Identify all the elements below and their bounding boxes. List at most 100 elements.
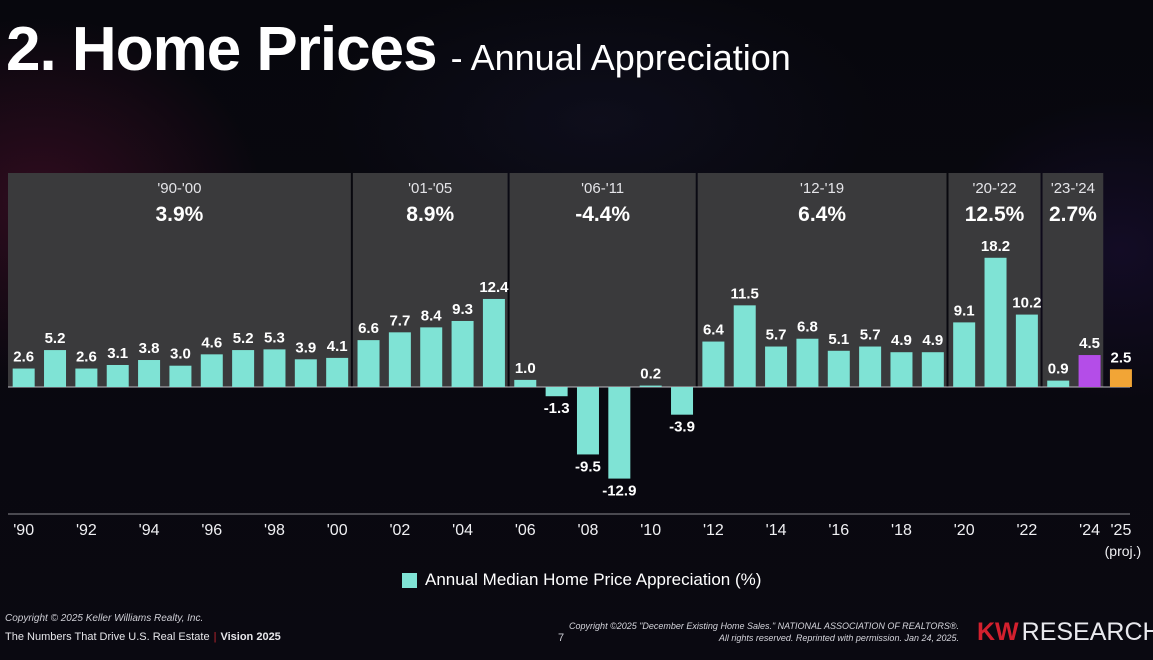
bar: [420, 327, 443, 387]
x-tick-label: '10: [640, 522, 661, 539]
bar-value-label: 3.0: [170, 346, 191, 363]
bar-value-label: 3.1: [107, 345, 128, 362]
bar: [639, 385, 662, 387]
legend-label: Annual Median Home Price Appreciation (%…: [425, 570, 762, 589]
bar-value-label: 0.9: [1048, 361, 1069, 378]
footer-vision: Vision 2025: [220, 631, 281, 643]
bar-value-label: 4.1: [327, 338, 348, 355]
bar: [326, 357, 349, 387]
bar-value-label: 11.5: [731, 285, 759, 302]
x-tick-label: '24: [1079, 522, 1100, 539]
bar-value-label: 5.2: [233, 330, 254, 347]
period-label: '20-'22: [972, 180, 1016, 197]
bar-value-label: 2.5: [1110, 349, 1131, 366]
bar-value-label: 0.2: [640, 366, 661, 383]
period-box: [1042, 173, 1104, 387]
legend-swatch: [402, 572, 417, 588]
bar-value-label: 10.2: [1012, 295, 1041, 312]
bar: [576, 387, 599, 455]
page-number: 7: [558, 632, 565, 644]
x-tick-label: '90: [13, 522, 34, 539]
period-average: 2.7%: [1049, 203, 1097, 226]
bar-value-label: 2.6: [13, 349, 34, 366]
x-tick-label: '20: [954, 522, 975, 539]
kw-research-logo: KW RESEARCH: [977, 618, 1153, 647]
bar-value-label: 5.3: [264, 329, 285, 346]
source-line-2: All rights reserved. Reprinted with perm…: [718, 633, 959, 643]
period-label: '06-'11: [581, 180, 624, 197]
bar-value-label: 6.8: [797, 319, 818, 336]
footer-tagline-text: The Numbers That Drive U.S. Real Estate: [5, 631, 210, 643]
x-tick-label: '25: [1110, 522, 1131, 539]
bar-value-label: 5.1: [828, 331, 849, 348]
bar: [1078, 355, 1101, 387]
bar: [263, 349, 286, 387]
bar-value-label: 4.6: [201, 334, 222, 351]
x-tick-label: '98: [264, 522, 285, 539]
bar: [733, 305, 756, 387]
bar: [388, 332, 411, 387]
bar: [1015, 314, 1038, 387]
slide-title: 2. Home Prices - Annual Appreciation: [6, 14, 791, 85]
x-tick-label: '14: [766, 522, 787, 539]
bar: [75, 368, 98, 387]
bar: [608, 387, 631, 479]
bar-value-label: -9.5: [575, 458, 601, 475]
x-tick-label: '08: [578, 522, 599, 539]
period-average: 3.9%: [155, 203, 203, 226]
bar-value-label: 6.6: [358, 320, 379, 337]
bar: [984, 257, 1007, 387]
x-tick-label: '22: [1016, 522, 1037, 539]
x-tick-label: '92: [76, 522, 97, 539]
bar-value-label: -1.3: [544, 400, 570, 417]
bar-value-label: 3.9: [295, 339, 316, 356]
bar: [545, 387, 568, 397]
x-tick-sublabel: (proj.): [1105, 543, 1142, 559]
bar: [1047, 380, 1070, 387]
bar-value-label: 7.7: [389, 312, 410, 329]
bar-value-label: 6.4: [703, 322, 725, 339]
period-box: [509, 173, 696, 387]
bar-value-label: 2.6: [76, 349, 97, 366]
bar: [482, 298, 505, 387]
bar: [890, 352, 913, 387]
bar: [827, 350, 850, 387]
bar-value-label: 5.7: [860, 327, 881, 344]
bar: [514, 379, 537, 387]
bar-value-label: 9.3: [452, 301, 473, 318]
bar: [357, 340, 380, 387]
bar-value-label: 4.9: [891, 332, 912, 349]
x-tick-label: '02: [389, 522, 410, 539]
bar: [765, 346, 788, 387]
source-citation: Copyright ©2025 "December Existing Home …: [569, 620, 959, 644]
footer-separator: |: [213, 631, 217, 643]
bar: [12, 368, 35, 387]
bar-value-label: 12.4: [479, 279, 509, 296]
chart-legend: Annual Median Home Price Appreciation (%…: [402, 570, 761, 590]
bar-value-label: 8.4: [421, 307, 443, 324]
logo-research: RESEARCH: [1021, 618, 1153, 646]
source-line-1: Copyright ©2025 "December Existing Home …: [569, 621, 959, 631]
bar: [451, 320, 474, 387]
bar-value-label: 5.7: [766, 327, 787, 344]
logo-kw: KW: [977, 618, 1019, 646]
x-tick-label: '00: [327, 522, 348, 539]
bar-value-label: -3.9: [669, 419, 695, 436]
x-tick-label: '18: [891, 522, 912, 539]
bar: [859, 346, 882, 387]
bar: [921, 352, 944, 387]
period-label: '01-'05: [408, 180, 452, 197]
x-tick-label: '04: [452, 522, 473, 539]
bar: [294, 359, 317, 387]
bar-value-label: 9.1: [954, 302, 975, 319]
period-average: 12.5%: [965, 203, 1025, 226]
x-tick-label: '94: [139, 522, 160, 539]
x-tick-label: '96: [201, 522, 222, 539]
bar: [671, 387, 694, 415]
bar: [44, 350, 67, 387]
period-label: '23-'24: [1051, 180, 1095, 197]
bar: [1109, 369, 1132, 387]
bar-value-label: 4.9: [922, 332, 943, 349]
x-tick-label: '12: [703, 522, 724, 539]
period-average: 8.9%: [406, 203, 454, 226]
